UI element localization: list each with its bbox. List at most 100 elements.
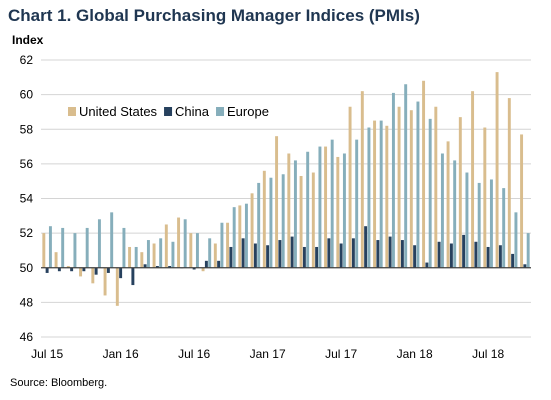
legend: United States China Europe [68, 104, 269, 119]
bar [413, 245, 417, 268]
bar [195, 233, 199, 268]
bar [232, 207, 236, 268]
bar [498, 245, 502, 268]
y-tick-label: 48 [20, 295, 34, 309]
bar [208, 238, 212, 268]
bar [168, 266, 172, 268]
bar [348, 106, 352, 268]
bar [73, 233, 77, 268]
bar [336, 156, 340, 268]
legend-swatch [68, 107, 76, 116]
bar [140, 252, 144, 268]
bar [262, 170, 266, 268]
y-tick-label: 52 [20, 226, 34, 240]
legend-item: United States [68, 104, 158, 119]
bar [106, 267, 110, 273]
bar [238, 205, 242, 268]
bar [131, 267, 135, 286]
series-europe [48, 84, 530, 268]
bar [204, 260, 208, 268]
y-tick-label: 46 [20, 330, 34, 344]
legend-swatch [216, 107, 225, 116]
bar [152, 243, 156, 268]
bar [54, 252, 58, 268]
bar [70, 267, 74, 272]
x-tick-label: Jul 16 [178, 347, 210, 361]
bar [330, 139, 334, 268]
legend-item: Europe [216, 104, 269, 119]
bar [446, 141, 450, 268]
bar [367, 127, 371, 268]
bar [471, 91, 475, 268]
bar [502, 188, 506, 268]
bar [213, 243, 217, 268]
bar [91, 267, 95, 284]
bar [48, 226, 52, 268]
y-axis-title: Index [12, 33, 44, 47]
bar [523, 264, 527, 268]
bar [302, 246, 306, 268]
legend-label: United States [79, 104, 158, 119]
bar [511, 253, 515, 268]
bar [61, 227, 65, 268]
bar-series [42, 72, 530, 306]
bar [391, 92, 395, 268]
bar [462, 234, 466, 268]
bar [183, 219, 187, 268]
x-tick-label: Jan 17 [250, 347, 286, 361]
legend-swatch [164, 107, 173, 116]
bar [155, 266, 159, 268]
bar [171, 241, 175, 268]
bar [489, 179, 493, 268]
x-axis-ticks: Jul 15 Jan 16 Jul 16 Jan 17 Jul 17 Jan 18 Jul … [31, 347, 504, 361]
bar [79, 267, 83, 277]
bar [299, 175, 303, 268]
bar [128, 246, 132, 268]
bar [229, 246, 233, 268]
legend-label: China [175, 104, 210, 119]
bar [397, 106, 401, 268]
bar [110, 212, 114, 268]
bar [85, 227, 89, 268]
bar [192, 267, 196, 270]
bar [526, 233, 530, 268]
bar [266, 245, 270, 268]
bar [278, 240, 282, 268]
bar [385, 125, 389, 268]
x-tick-label: Jan 16 [103, 347, 139, 361]
bar [220, 222, 224, 268]
bar [416, 101, 420, 268]
y-tick-label: 60 [20, 88, 34, 102]
y-tick-label: 62 [20, 53, 34, 67]
bar [327, 238, 331, 268]
bar [45, 267, 49, 273]
bar [250, 193, 254, 268]
bar [520, 134, 524, 268]
bar [364, 226, 368, 268]
bar [324, 146, 328, 268]
bar [351, 238, 355, 268]
bar [275, 136, 279, 268]
bar [42, 233, 46, 268]
gridlines [41, 59, 531, 338]
chart-title: Chart 1. Global Purchasing Manager Indic… [8, 6, 420, 25]
legend-item: China [164, 104, 210, 119]
bar [360, 91, 364, 268]
bar [119, 267, 123, 279]
bar [146, 240, 150, 268]
bar [164, 224, 168, 268]
bar [244, 203, 248, 268]
bar [189, 233, 193, 268]
bar [507, 98, 511, 268]
bar [458, 117, 462, 268]
x-tick-label: Jul 15 [31, 347, 63, 361]
bar [440, 153, 444, 268]
bar [134, 246, 138, 268]
bar [293, 160, 297, 268]
legend-label: Europe [227, 104, 269, 119]
y-tick-label: 56 [20, 157, 34, 171]
bar [434, 106, 438, 268]
bar [339, 243, 343, 268]
bar [428, 118, 432, 268]
bar [269, 177, 273, 268]
